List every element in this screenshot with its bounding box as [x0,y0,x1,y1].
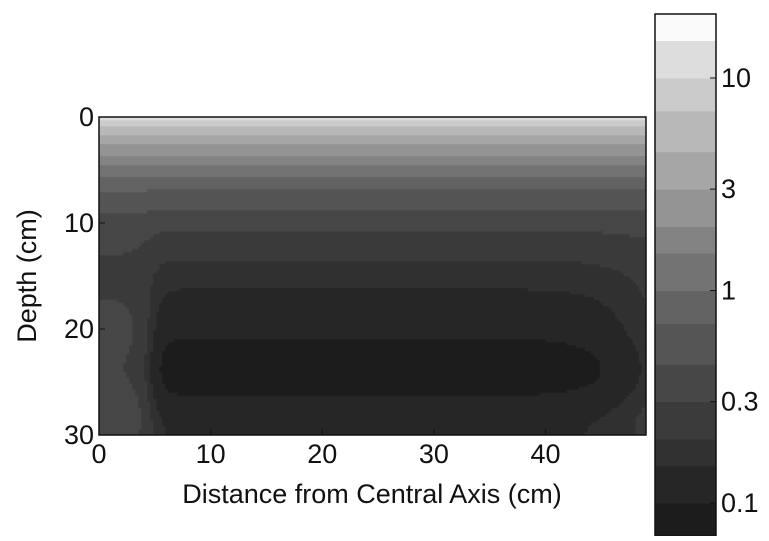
x-tick-label: 10 [196,439,226,469]
colorbar-band-8 [655,226,716,254]
y-tick-label: 0 [79,102,94,132]
colorbar-tick-label: 0.1 [721,488,759,518]
contour-band-7 [99,164,646,178]
contour-band-12 [99,119,646,127]
colorbar-band-9 [655,189,716,228]
colorbar-tick-label: 10 [721,63,751,93]
colorbar-band-13 [655,40,716,79]
colorbar-tick-label: 3 [721,174,736,204]
colorbar-band-7 [655,253,716,292]
x-tick-label: 40 [531,439,561,469]
y-axis: 0 10 20 30 [64,102,105,450]
colorbar-band-10 [655,151,716,190]
contour-band-11 [99,125,646,136]
x-tick-label: 20 [307,439,337,469]
colorbar-band-0 [655,503,716,537]
y-axis-title: Depth (cm) [12,209,42,343]
colorbar-band-1 [655,465,716,504]
contour-band-0 [158,338,601,397]
colorbar-tick-label: 0.3 [721,387,759,417]
contour-band-9 [99,143,646,157]
colorbar: 10 3 1 0.3 0.1 [654,13,759,537]
x-tick-label: 0 [91,439,106,469]
colorbar-band-14 [655,14,716,42]
contour-band-6 [99,176,646,193]
colorbar-band-3 [655,401,716,440]
colorbar-band-6 [655,290,716,324]
y-tick-label: 20 [64,314,94,344]
colorbar-band-5 [655,323,716,365]
contour-band-5 [99,188,646,214]
x-tick-label: 30 [419,439,449,469]
contour-band-2 [143,260,646,435]
contour-plot-area [99,117,646,435]
y-tick-label: 10 [64,208,94,238]
y-tick-label: 30 [64,420,94,450]
colorbar-band-2 [655,439,716,467]
colorbar-tick-label: 1 [721,276,736,306]
contour-band-10 [99,134,646,145]
colorbar-band-11 [655,110,716,153]
colorbar-band-12 [655,77,716,112]
x-axis-title: Distance from Central Axis (cm) [182,479,562,509]
contour-band-8 [99,155,646,166]
x-axis: 0 10 20 30 40 [91,429,561,469]
plot-frame [98,116,647,436]
colorbar-band-4 [655,364,716,403]
contour-band-4 [99,209,646,435]
